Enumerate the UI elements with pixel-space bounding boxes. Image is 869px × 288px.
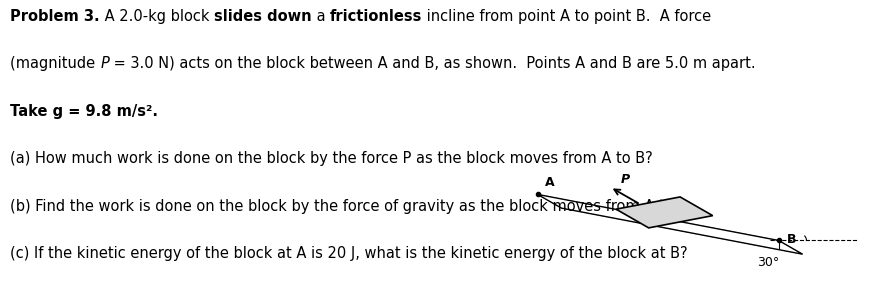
- Text: (a) How much work is done on the block by the force P as the block moves from A : (a) How much work is done on the block b…: [10, 151, 653, 166]
- Text: = 3.0 N) acts on the block between A and B, as shown.  Points A and B are 5.0 m : = 3.0 N) acts on the block between A and…: [109, 56, 755, 71]
- Text: (b) Find the work is done on the block by the force of gravity as the block move: (b) Find the work is done on the block b…: [10, 199, 693, 214]
- Text: Problem 3.: Problem 3.: [10, 9, 100, 24]
- Text: A: A: [544, 176, 554, 189]
- Text: incline from point A to point B.  A force: incline from point A to point B. A force: [422, 9, 711, 24]
- Text: B: B: [786, 232, 796, 246]
- Text: A 2.0-kg block: A 2.0-kg block: [100, 9, 214, 24]
- Polygon shape: [615, 197, 712, 228]
- Polygon shape: [537, 194, 802, 254]
- Text: (magnitude: (magnitude: [10, 56, 100, 71]
- Text: P: P: [100, 56, 109, 71]
- Text: (c) If the kinetic energy of the block at A is 20 J, what is the kinetic energy : (c) If the kinetic energy of the block a…: [10, 246, 687, 261]
- Text: Take g = 9.8 m/s².: Take g = 9.8 m/s².: [10, 104, 158, 119]
- Text: a: a: [311, 9, 329, 24]
- Text: 30°: 30°: [756, 256, 779, 269]
- Text: P: P: [620, 173, 629, 185]
- Text: slides down: slides down: [214, 9, 311, 24]
- Text: frictionless: frictionless: [329, 9, 422, 24]
